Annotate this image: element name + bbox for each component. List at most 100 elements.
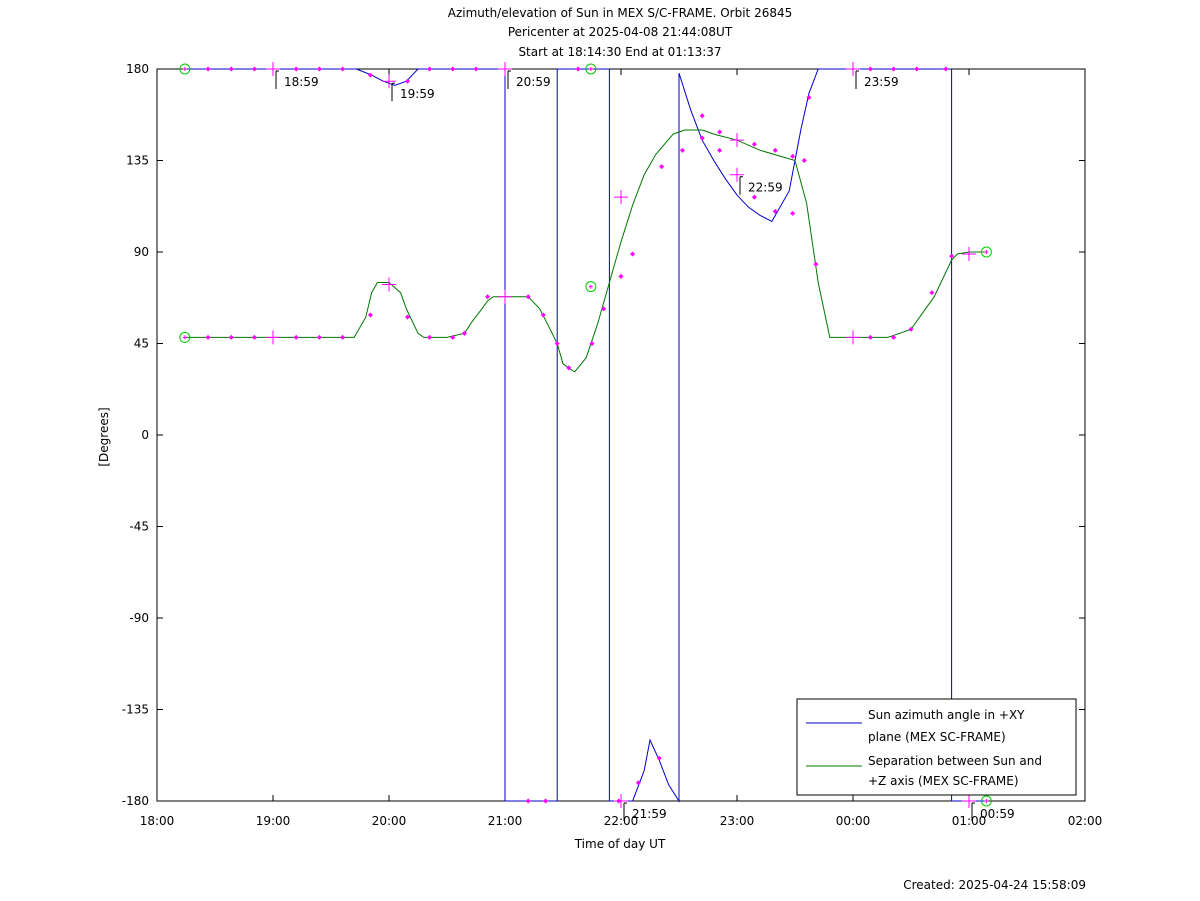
sample-marker [540,312,546,318]
sample-marker [656,755,662,761]
sample-marker [340,66,346,72]
start-end-marker [179,63,191,75]
title-line-3: Start at 18:14:30 End at 01:13:37 [518,45,721,59]
series-line-azimuth [184,68,987,803]
x-axis-label: Time of day UT [574,837,666,851]
sample-marker [340,334,346,340]
sample-marker [659,164,665,170]
y-axis: 180 135 90 45 0 -45 -90 -135 -180 [122,62,1085,808]
sample-marker [618,273,624,279]
sample-marker [717,129,723,135]
title-line-1: Azimuth/elevation of Sun in MEX S/C-FRAM… [448,6,793,20]
x-tick-label: 22:00 [604,814,639,828]
sample-marker [908,326,914,332]
y-tick-label: -180 [122,794,149,808]
sample-marker [228,66,234,72]
hour-marker [846,62,860,76]
hour-label: 21:59 [632,807,667,821]
hour-label: 20:59 [516,75,551,89]
legend-label-separation-2: +Z axis (MEX SC-FRAME) [868,774,1019,788]
sample-marker [525,798,531,804]
legend-label-azimuth-1: Sun azimuth angle in +XY [868,708,1025,722]
sample-marker [566,365,572,371]
sample-marker [205,334,211,340]
sample-marker [575,66,581,72]
sample-marker [367,72,373,78]
x-tick-label: 00:00 [836,814,871,828]
hour-label-leader [739,176,743,195]
sample-marker [699,135,705,141]
hour-label: 18:59 [284,75,319,89]
x-tick-label: 18:00 [140,814,175,828]
sample-marker [228,334,234,340]
sample-marker [790,210,796,216]
y-tick-label: 0 [141,428,149,442]
footer-created: Created: 2025-04-24 15:58:09 [903,878,1086,892]
sample-marker [589,341,595,346]
sample-marker [405,314,411,320]
sample-marker [943,66,949,72]
hour-label-leader [507,70,511,89]
sample-marker [891,334,897,340]
start-end-marker-center [182,335,187,340]
sample-marker [630,251,636,257]
y-tick-label: 90 [134,245,149,259]
start-end-marker-center [588,67,593,71]
hour-label: 22:59 [748,181,783,195]
hour-label-leader [275,70,279,89]
sample-marker [293,66,299,72]
sample-marker [205,66,211,72]
y-tick-label: -90 [129,611,149,625]
sample-marker [450,334,456,340]
sample-marker [473,66,479,72]
hour-marker [614,190,628,205]
sample-marker [891,66,897,72]
sample-marker [717,147,723,153]
legend-label-azimuth-2: plane (MEX SC-FRAME) [868,730,1006,744]
sample-marker [806,94,812,100]
sample-marker [554,341,560,346]
hour-marker [266,330,280,345]
start-end-marker [980,795,992,807]
hour-label-leader [391,82,395,102]
sample-marker [635,780,641,786]
hour-marker [846,330,860,345]
sample-marker [772,147,778,153]
sample-marker [772,208,778,214]
y-tick-label: 45 [134,337,149,351]
sample-marker [699,113,705,119]
start-end-marker-center [182,67,187,71]
hour-label-leader [623,802,627,821]
x-tick-label: 23:00 [720,814,755,828]
start-end-marker [585,281,597,293]
sample-marker [867,334,873,340]
y-tick-label: -45 [129,520,149,534]
hour-marker [614,794,628,808]
sample-marker [427,66,433,72]
sample-marker [790,153,796,159]
y-tick-label: 135 [126,154,149,168]
x-tick-label: 21:00 [488,814,523,828]
legend-label-separation-1: Separation between Sun and [868,754,1042,768]
legend: Sun azimuth angle in +XY plane (MEX SC-F… [796,698,1077,796]
sample-marker [813,261,819,267]
hour-marker [730,167,744,182]
sample-marker [316,66,322,72]
x-tick-label: 01:00 [952,814,987,828]
plot-frame [156,68,1086,802]
start-end-marker-center [984,250,989,254]
legend-box [796,698,1077,796]
sample-marker [679,147,685,153]
hour-marker [962,247,976,262]
y-tick-label: 180 [126,62,149,76]
hour-marker [962,794,976,808]
hour-label: 19:59 [400,87,435,101]
sample-marker [751,194,757,200]
hour-marker [730,133,744,148]
sample-marker [293,334,299,340]
sample-marker [485,294,491,300]
hour-label: 23:59 [864,75,899,89]
sample-marker [316,334,322,340]
x-tick-label: 02:00 [1068,814,1103,828]
